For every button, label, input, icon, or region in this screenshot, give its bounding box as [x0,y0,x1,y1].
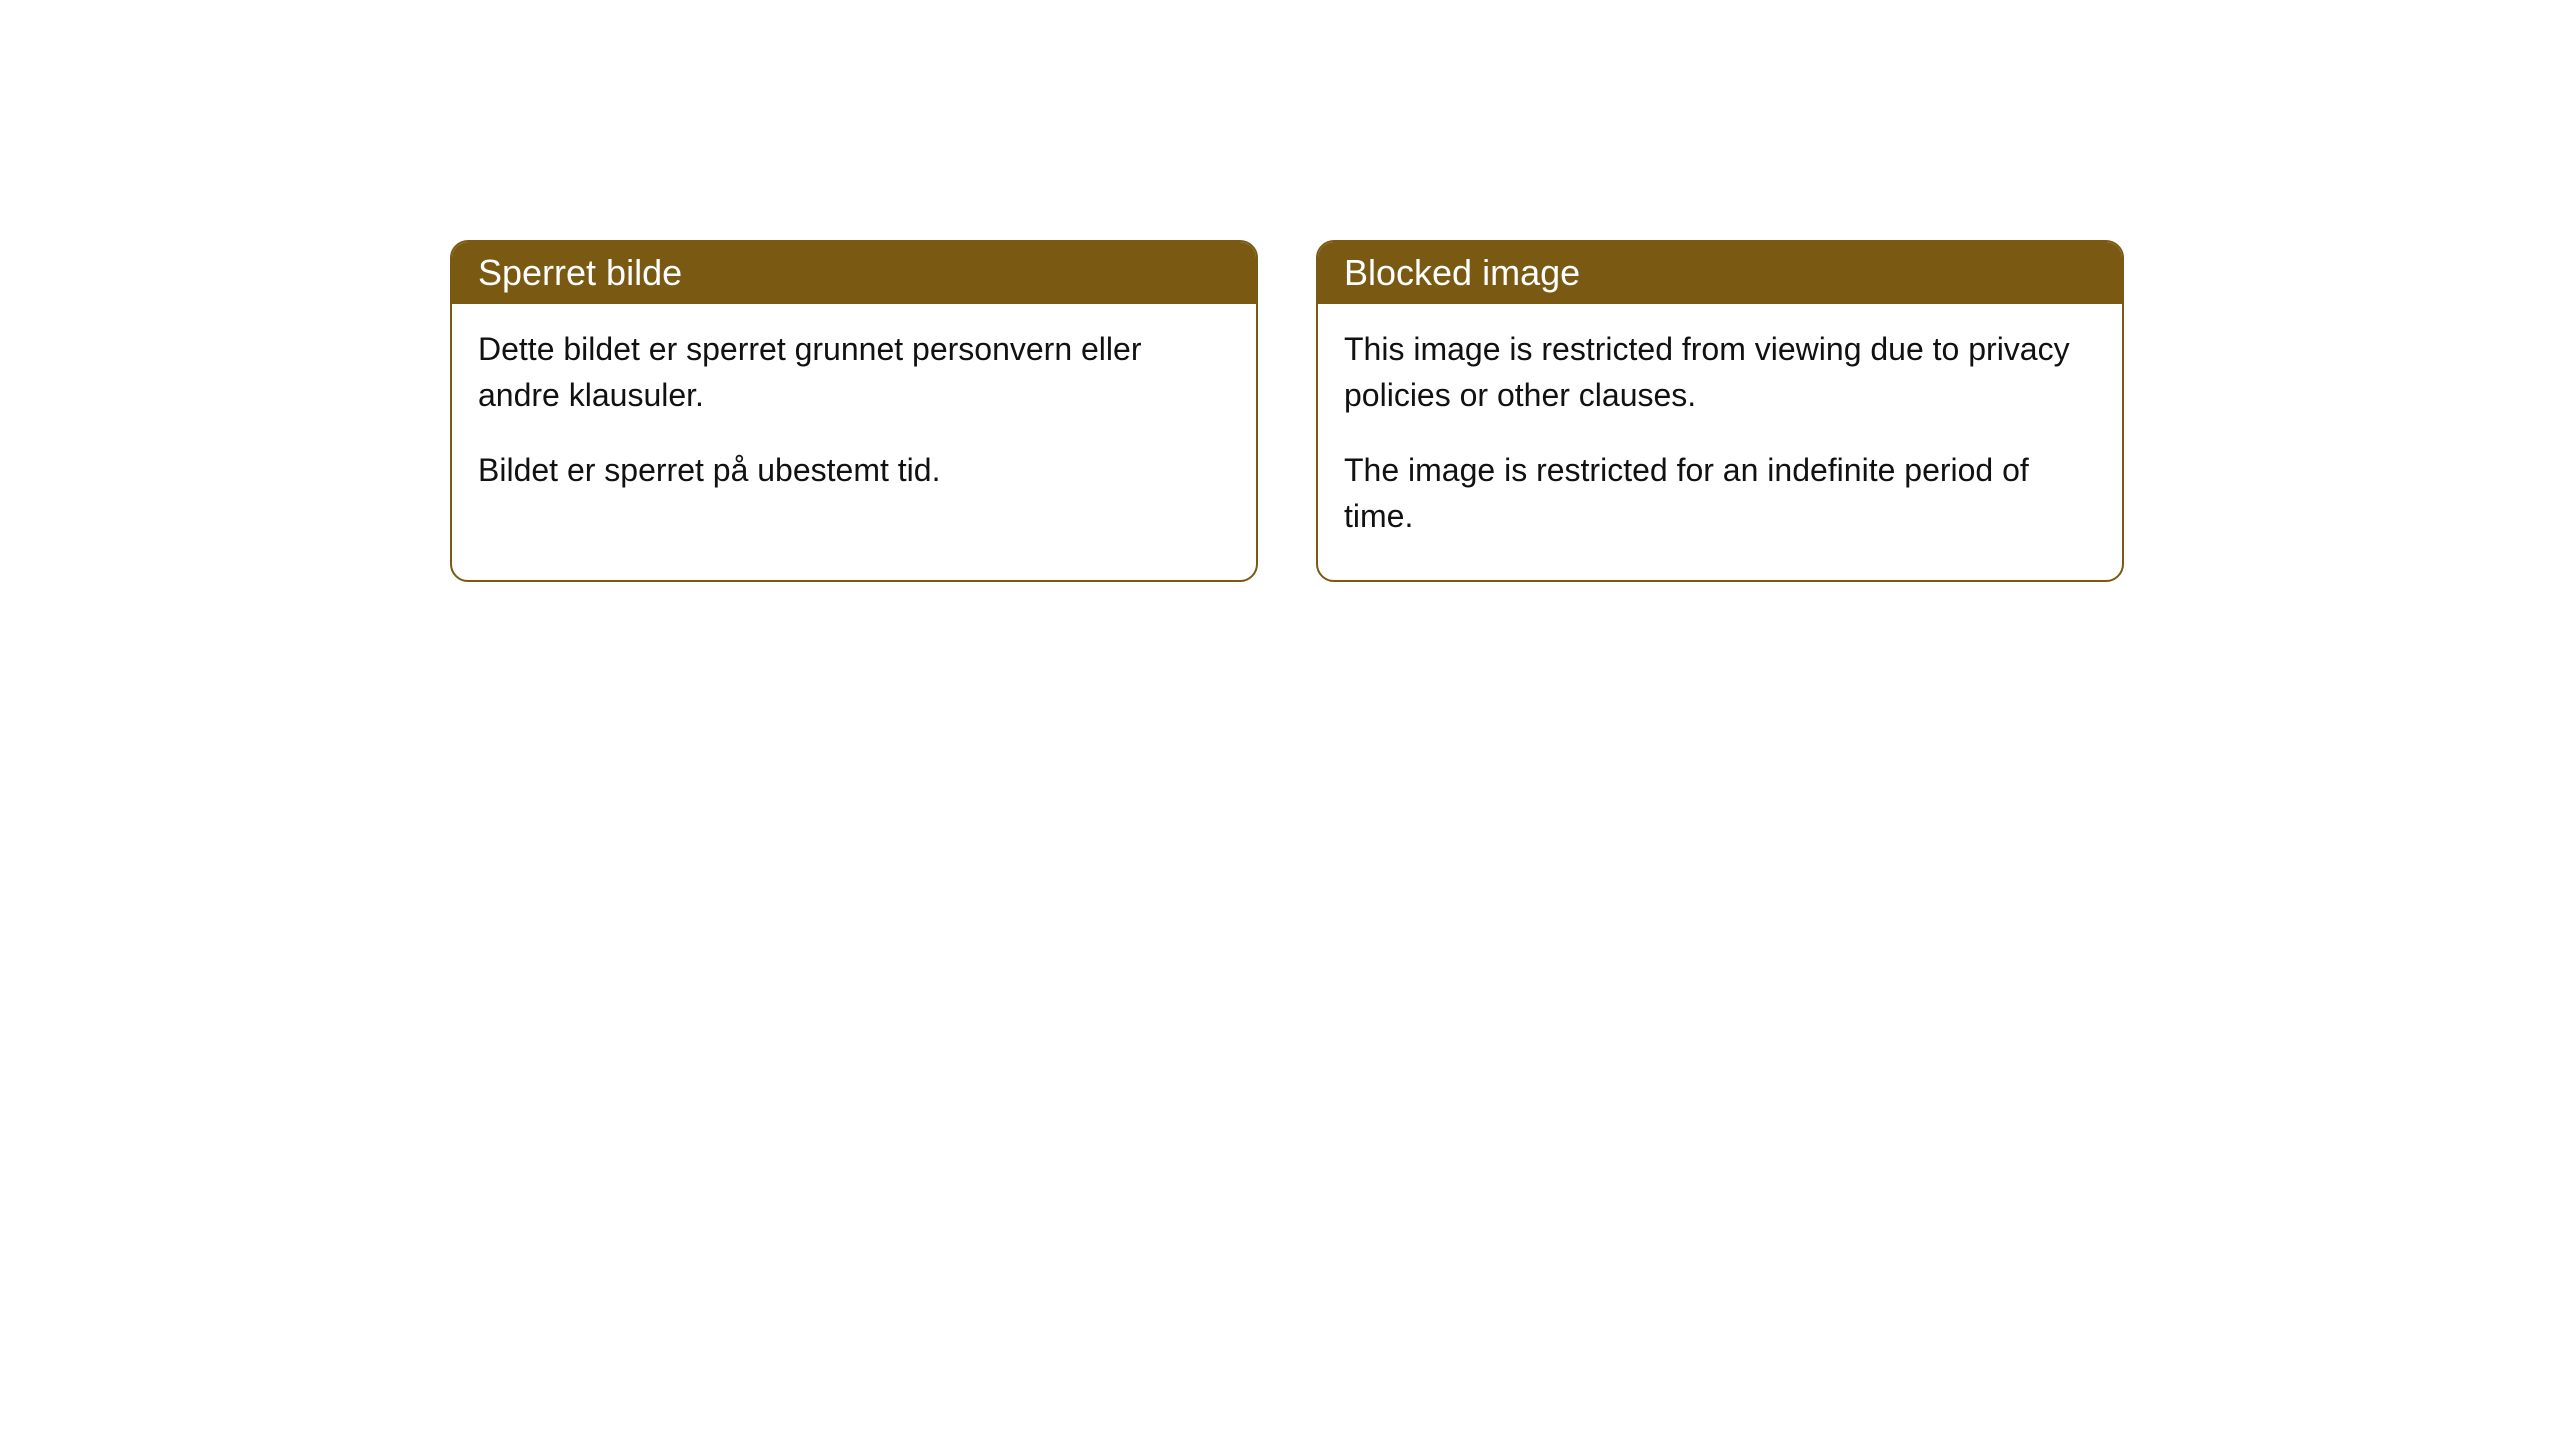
card-body: Dette bildet er sperret grunnet personve… [452,304,1256,533]
card-header: Sperret bilde [452,242,1256,304]
card-paragraph-1: Dette bildet er sperret grunnet personve… [478,326,1230,419]
card-header: Blocked image [1318,242,2122,304]
notice-container: Sperret bilde Dette bildet er sperret gr… [0,0,2560,582]
blocked-image-card-english: Blocked image This image is restricted f… [1316,240,2124,582]
card-paragraph-2: The image is restricted for an indefinit… [1344,447,2096,540]
blocked-image-card-norwegian: Sperret bilde Dette bildet er sperret gr… [450,240,1258,582]
card-body: This image is restricted from viewing du… [1318,304,2122,580]
card-paragraph-1: This image is restricted from viewing du… [1344,326,2096,419]
card-title: Blocked image [1344,252,1580,293]
card-paragraph-2: Bildet er sperret på ubestemt tid. [478,447,1230,493]
card-title: Sperret bilde [478,252,682,293]
